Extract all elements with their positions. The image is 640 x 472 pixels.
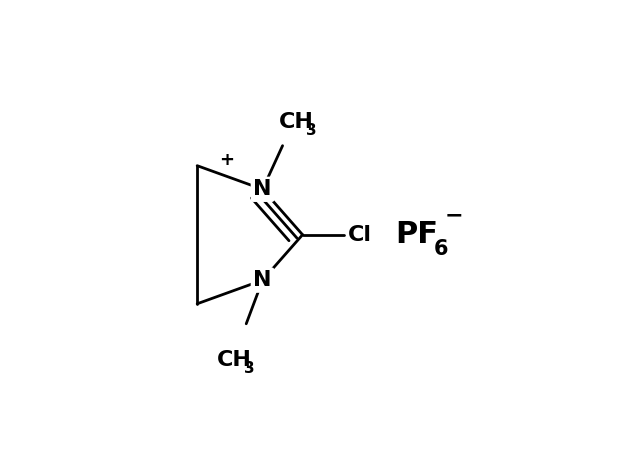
Text: −: −: [445, 206, 463, 226]
Text: +: +: [219, 151, 234, 169]
Text: CH: CH: [279, 112, 314, 132]
Text: N: N: [253, 179, 272, 199]
Text: PF: PF: [396, 220, 438, 249]
Text: Cl: Cl: [348, 225, 372, 244]
Text: 3: 3: [306, 123, 317, 137]
Text: 3: 3: [244, 361, 255, 376]
Text: CH: CH: [217, 350, 252, 370]
Text: N: N: [253, 270, 272, 290]
Text: 6: 6: [434, 238, 449, 259]
